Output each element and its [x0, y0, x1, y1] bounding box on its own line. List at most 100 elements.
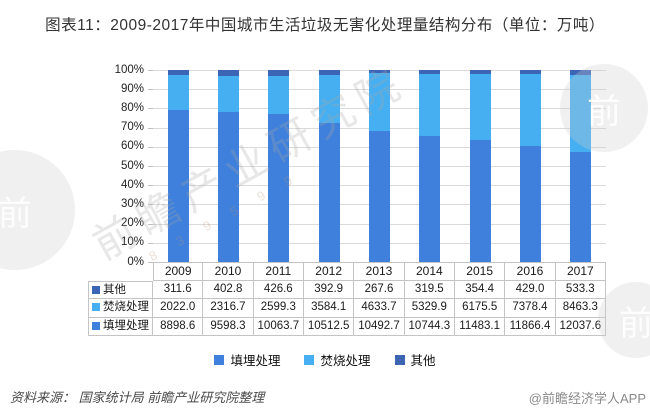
legend-swatch-icon — [304, 354, 315, 365]
y-axis-tick — [148, 70, 153, 71]
bar-segment — [368, 70, 390, 74]
stacked-bar — [419, 70, 441, 262]
stacked-bar — [519, 70, 541, 262]
y-axis-tick — [148, 108, 153, 110]
table-value: 12037.6 — [555, 317, 606, 336]
data-table: 2009 2010 2011 2012 2013 2014 2015 2016 2017 其他 31… — [88, 262, 606, 336]
legend-item: 焚烧处理 — [304, 350, 371, 369]
table-value: 7378.4 — [505, 299, 556, 318]
table-year-header: 2010 — [203, 262, 254, 281]
table-value: 319.5 — [404, 280, 455, 299]
table-value: 11483.1 — [454, 317, 506, 336]
table-value: 2022.0 — [153, 299, 204, 318]
y-axis-label: 80% — [120, 101, 144, 114]
table-value: 311.6 — [153, 280, 204, 299]
series-label: 填埋处理 — [103, 319, 149, 332]
series-label: 其他 — [103, 283, 126, 296]
stacked-bar — [167, 70, 189, 262]
bar-segment — [570, 74, 592, 153]
bar-segment — [368, 73, 390, 132]
bar-segment — [419, 73, 441, 137]
bar-segment — [419, 136, 441, 262]
legend-label: 其他 — [410, 354, 436, 368]
table-value: 426.6 — [253, 280, 304, 299]
y-axis-label: 70% — [120, 121, 144, 134]
bar-column-2016 — [505, 70, 555, 262]
table-value: 533.3 — [555, 280, 606, 299]
y-axis-label: 100% — [114, 63, 144, 76]
table-row-label: 填埋处理 — [88, 317, 153, 336]
y-axis-tick — [148, 262, 153, 263]
legend-swatch-icon — [394, 354, 405, 365]
bar-segment — [570, 152, 592, 262]
y-axis-tick — [148, 204, 153, 206]
bar-segment — [268, 114, 290, 262]
table-value: 392.9 — [303, 280, 355, 299]
y-axis-tick — [148, 127, 153, 129]
bar-column-2013 — [354, 70, 404, 262]
bar-columns — [153, 70, 606, 262]
table-value: 354.4 — [454, 280, 506, 299]
legend-item: 填埋处理 — [214, 350, 280, 369]
bar-segment — [217, 70, 239, 77]
y-axis-label: 30% — [120, 197, 144, 210]
y-axis-label: 90% — [120, 82, 144, 95]
bar-column-2012 — [304, 70, 354, 262]
bar-segment — [318, 75, 340, 123]
table-value: 2599.3 — [253, 299, 304, 318]
bar-segment — [469, 139, 491, 262]
table-value: 267.6 — [354, 280, 405, 299]
bar-segment — [268, 76, 290, 115]
table-year-header: 2017 — [555, 262, 606, 281]
stacked-bar — [368, 70, 390, 262]
table-year-header: 2012 — [303, 262, 355, 281]
legend-label: 焚烧处理 — [320, 354, 371, 368]
chart-legend: 填埋处理 焚烧处理 其他 — [0, 350, 650, 369]
y-axis-label: 60% — [120, 140, 144, 153]
table-value: 5329.9 — [404, 299, 455, 318]
table-value: 8898.6 — [153, 317, 204, 336]
bar-column-2015 — [455, 70, 505, 262]
table-value: 10744.3 — [404, 317, 455, 336]
bar-segment — [519, 74, 541, 147]
bar-column-2017 — [556, 70, 606, 262]
bar-segment — [419, 70, 441, 74]
bar-segment — [469, 70, 491, 74]
table-year-header: 2014 — [404, 262, 455, 281]
y-axis-tick — [148, 242, 153, 244]
y-axis-label: 20% — [120, 217, 144, 230]
table-value: 402.8 — [203, 280, 254, 299]
series-swatch-icon — [92, 321, 100, 330]
bar-column-2011 — [254, 70, 304, 262]
legend-swatch-icon — [214, 354, 225, 365]
table-year-header: 2015 — [454, 262, 506, 281]
table-corner — [88, 262, 153, 281]
table-value: 6175.5 — [454, 299, 506, 318]
plot-area — [153, 70, 606, 263]
table-value: 2316.7 — [203, 299, 254, 318]
series-swatch-icon — [92, 303, 100, 311]
table-year-header: 2016 — [505, 262, 556, 281]
bar-segment — [217, 112, 239, 262]
bar-column-2010 — [203, 70, 253, 262]
y-axis-tick — [148, 185, 153, 187]
bar-segment — [519, 146, 541, 262]
chart-title: 图表11：2009-2017年中国城市生活垃圾无害化处理量结构分布（单位：万吨） — [45, 17, 605, 34]
stacked-bar — [217, 70, 239, 262]
bar-column-2009 — [153, 70, 203, 262]
source-note: 资料来源： 国家统计局 前瞻产业研究院整理 — [10, 390, 265, 405]
table-value: 429.0 — [505, 280, 556, 299]
y-axis-tick — [148, 166, 153, 167]
bar-segment — [167, 70, 189, 76]
y-axis-label: 10% — [120, 236, 144, 249]
y-axis-tick — [148, 89, 153, 91]
bar-segment — [318, 70, 340, 76]
bar-segment — [167, 75, 189, 110]
table-value: 8463.3 — [555, 299, 606, 318]
stacked-bar — [268, 70, 290, 262]
table-row-label: 焚烧处理 — [88, 299, 153, 318]
y-axis-tick — [148, 223, 153, 225]
legend-label: 填埋处理 — [230, 354, 281, 368]
bar-segment — [268, 70, 290, 77]
stacked-bar — [469, 70, 491, 262]
